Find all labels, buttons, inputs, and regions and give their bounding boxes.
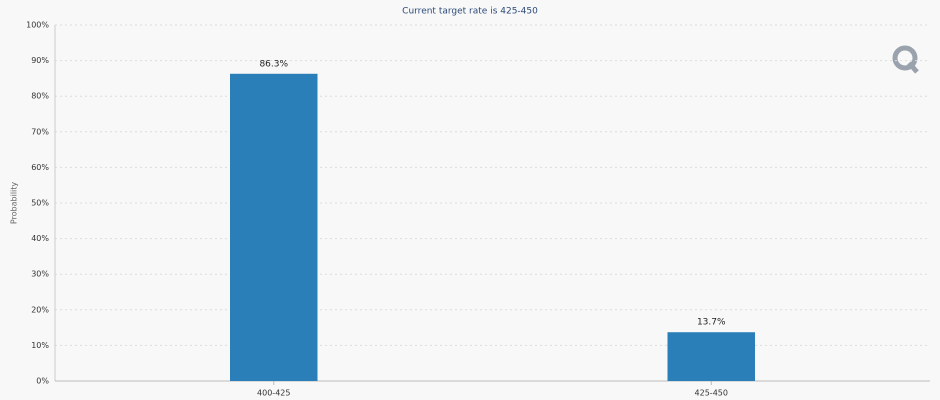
chart-title: Current target rate is 425-450	[402, 7, 538, 17]
bar	[667, 332, 755, 381]
y-tick-label: 10%	[31, 341, 49, 350]
y-tick-label: 60%	[31, 163, 49, 172]
bar	[230, 73, 318, 381]
data-label: 86.3%	[259, 59, 288, 69]
y-tick-label: 50%	[31, 199, 49, 208]
logo-tail	[907, 61, 919, 74]
y-axis-label: Probability	[10, 182, 19, 225]
y-tick-label: 40%	[31, 234, 49, 243]
y-tick-label: 20%	[31, 305, 49, 314]
x-tick-label: 400-425	[257, 389, 290, 398]
y-tick-label: 90%	[31, 56, 49, 65]
logo	[892, 45, 919, 74]
data-label: 13.7%	[697, 318, 726, 328]
y-tick-label: 30%	[31, 270, 49, 279]
x-tick-label: 425-450	[695, 389, 728, 398]
y-tick-label: 0%	[36, 377, 49, 386]
y-tick-label: 100%	[26, 21, 49, 30]
y-tick-label: 70%	[31, 127, 49, 136]
y-tick-label: 80%	[31, 92, 49, 101]
logo-ring	[892, 45, 918, 71]
